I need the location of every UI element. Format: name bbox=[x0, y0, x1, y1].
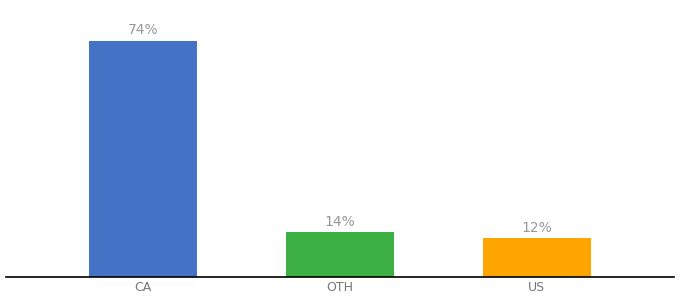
Text: 12%: 12% bbox=[522, 221, 552, 235]
Bar bbox=[286, 232, 394, 277]
Bar bbox=[483, 238, 591, 277]
Bar bbox=[89, 40, 197, 277]
Text: 14%: 14% bbox=[324, 215, 356, 229]
Text: 74%: 74% bbox=[128, 23, 158, 38]
